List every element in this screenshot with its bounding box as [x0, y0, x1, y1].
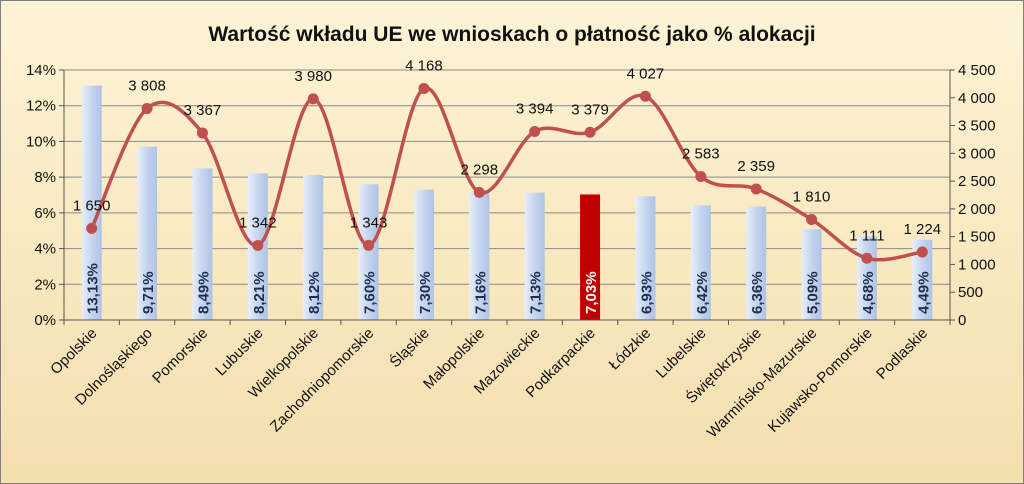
- right-tick-label: 1 500: [958, 229, 996, 246]
- bar: [137, 146, 158, 320]
- category-label: Pomorskie: [149, 325, 211, 387]
- right-tick-label: 4 000: [958, 90, 996, 107]
- right-tick-label: 3 000: [958, 145, 996, 162]
- line-point: [806, 213, 818, 225]
- line-value-label: 1 342: [239, 214, 277, 231]
- bar-series: [81, 85, 933, 321]
- bar-value-label: 4,68%: [860, 271, 877, 314]
- left-tick-label: 8%: [34, 169, 56, 186]
- line-point: [750, 183, 762, 195]
- left-tick-label: 14%: [26, 62, 56, 79]
- right-tick-label: 500: [958, 284, 983, 301]
- line-value-label: 1 111: [849, 227, 884, 244]
- right-tick-label: 4 500: [958, 62, 996, 79]
- left-tick-label: 0%: [34, 312, 56, 329]
- line-value-label: 4 027: [627, 65, 665, 82]
- line-value-label: 2 583: [682, 146, 720, 163]
- bar: [192, 168, 213, 320]
- right-tick-label: 1 000: [958, 256, 996, 273]
- bar: [81, 85, 102, 321]
- left-tick-label: 6%: [34, 205, 56, 222]
- bar: [801, 229, 822, 320]
- line-point: [141, 102, 153, 114]
- line-point: [86, 222, 98, 234]
- line-value-label: 2 298: [461, 161, 499, 178]
- bar-value-label: 7,60%: [362, 271, 379, 314]
- line-point: [584, 126, 596, 138]
- chart-title: Wartość wkładu UE we wnioskach o płatnoś…: [208, 23, 815, 46]
- line-point: [307, 93, 319, 105]
- line-value-label: 3 379: [571, 101, 609, 118]
- bar: [469, 192, 490, 320]
- bar: [912, 239, 933, 320]
- bar: [303, 175, 324, 320]
- line-series: [86, 82, 928, 264]
- bar-value-label: 8,21%: [251, 271, 268, 314]
- line-value-label: 2 359: [737, 158, 775, 175]
- line-point: [529, 125, 541, 137]
- bar-value-label: 6,36%: [749, 271, 766, 314]
- left-tick-label: 10%: [26, 133, 56, 150]
- bar-value-label: 8,12%: [306, 271, 323, 314]
- line-point: [861, 252, 873, 264]
- right-tick-label: 2 500: [958, 173, 996, 190]
- line-value-label: 3 808: [128, 77, 166, 94]
- bar-value-label: 4,49%: [915, 271, 932, 314]
- bar-value-label: 7,03%: [583, 271, 600, 314]
- bar-value-label: 6,93%: [638, 271, 655, 314]
- bar: [358, 184, 379, 320]
- category-label: Kujawsko-Pomorskie: [765, 325, 876, 436]
- bar: [580, 194, 601, 320]
- category-label: Lubuskie: [212, 325, 266, 379]
- line-value-label: 3 367: [184, 102, 222, 119]
- bar-value-label: 7,16%: [472, 271, 489, 314]
- line-value-label: 4 168: [405, 57, 443, 74]
- line-point: [363, 239, 375, 251]
- bar-value-label: 9,71%: [140, 271, 157, 314]
- data-labels: 13,13% 9,71% 8,49% 8,21% 8,12% 7,60% 7,30% 7,16…: [73, 57, 941, 314]
- bar: [690, 205, 711, 320]
- line-point: [695, 171, 707, 182]
- bar-value-label: 6,42%: [694, 271, 711, 314]
- line-value-label: 1 224: [904, 221, 942, 238]
- category-label: Śląskie: [386, 324, 433, 371]
- line-value-label: 1 810: [793, 188, 831, 205]
- right-tick-label: 2 000: [958, 201, 996, 218]
- bar: [746, 206, 767, 320]
- bar-value-label: 7,30%: [417, 271, 434, 314]
- category-label: Lubelskie: [653, 325, 710, 382]
- category-label: Łódzkie: [606, 325, 655, 374]
- line-point: [418, 82, 430, 94]
- bar-value-label: 8,49%: [195, 271, 212, 314]
- axes: 0% 2% 4% 6% 8% 10% 12% 14% 0 500 1 000 1 500 2 000 2 …: [26, 62, 996, 441]
- category-label: Podlaskie: [873, 325, 931, 383]
- bar: [413, 189, 434, 320]
- right-tick-label: 3 500: [958, 118, 996, 135]
- line-point: [196, 127, 208, 139]
- line-value-label: 3 394: [516, 100, 554, 117]
- category-label: Zachodniopomorskie: [267, 325, 377, 435]
- category-label: Warmińsko-Mazurskie: [704, 325, 821, 442]
- left-tick-label: 12%: [26, 98, 56, 115]
- category-label: Opolskie: [47, 325, 100, 378]
- right-tick-label: 0: [958, 312, 966, 329]
- line-value-label: 3 980: [294, 68, 332, 85]
- line-point: [916, 246, 928, 258]
- line-value-label: 1 343: [350, 214, 388, 231]
- left-tick-label: 4%: [34, 241, 56, 258]
- line-value-label: 1 650: [73, 197, 111, 214]
- bar-value-label: 7,13%: [528, 271, 545, 314]
- line-point: [639, 90, 651, 102]
- bar-value-label: 13,13%: [85, 263, 102, 314]
- line-point: [473, 186, 485, 198]
- line-point: [252, 239, 264, 251]
- left-tick-label: 2%: [34, 276, 56, 293]
- bar-value-label: 5,09%: [805, 271, 822, 314]
- bar: [524, 192, 545, 320]
- bar: [635, 196, 656, 320]
